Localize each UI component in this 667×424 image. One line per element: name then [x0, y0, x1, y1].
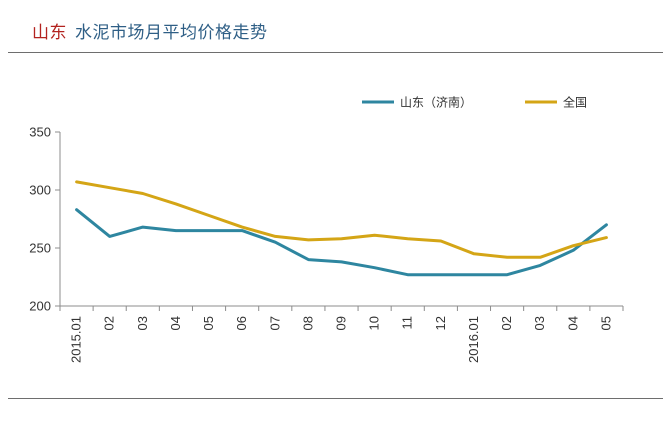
x-tick-label: 10: [367, 316, 382, 330]
x-tick-label: 08: [300, 316, 315, 330]
series-line-shandong: [75, 208, 608, 277]
top-divider: [8, 52, 663, 53]
x-tick-label: 2015.01: [69, 316, 84, 363]
x-tick-label: 03: [135, 316, 150, 330]
y-tick-label: 200: [29, 299, 51, 314]
x-tick-label: 2016.01: [466, 316, 481, 363]
x-tick-label: 02: [102, 316, 117, 330]
x-tick-label: 03: [532, 316, 547, 330]
x-tick-label: 07: [267, 316, 282, 330]
x-tick-label: 04: [168, 316, 183, 330]
x-tick-label: 04: [565, 316, 580, 330]
y-tick-label: 300: [29, 183, 51, 198]
chart-title: 山东 水泥市场月平均价格走势: [32, 18, 268, 43]
series-line-national: [75, 180, 608, 259]
x-tick-label: 02: [499, 316, 514, 330]
y-tick-label: 250: [29, 241, 51, 256]
legend-label: 全国: [563, 95, 587, 110]
x-tick-label: 12: [433, 316, 448, 330]
title-region: 山东: [32, 23, 67, 43]
x-tick-label: 05: [201, 316, 216, 330]
legend-label: 山东（济南）: [400, 95, 472, 110]
x-tick-label: 11: [400, 316, 415, 330]
bottom-divider: [8, 398, 663, 399]
x-tick-label: 06: [234, 316, 249, 330]
title-text: 水泥市场月平均价格走势: [75, 23, 268, 43]
y-tick-label: 350: [29, 125, 51, 140]
x-tick-label: 05: [598, 316, 613, 330]
x-tick-label: 09: [334, 316, 349, 330]
